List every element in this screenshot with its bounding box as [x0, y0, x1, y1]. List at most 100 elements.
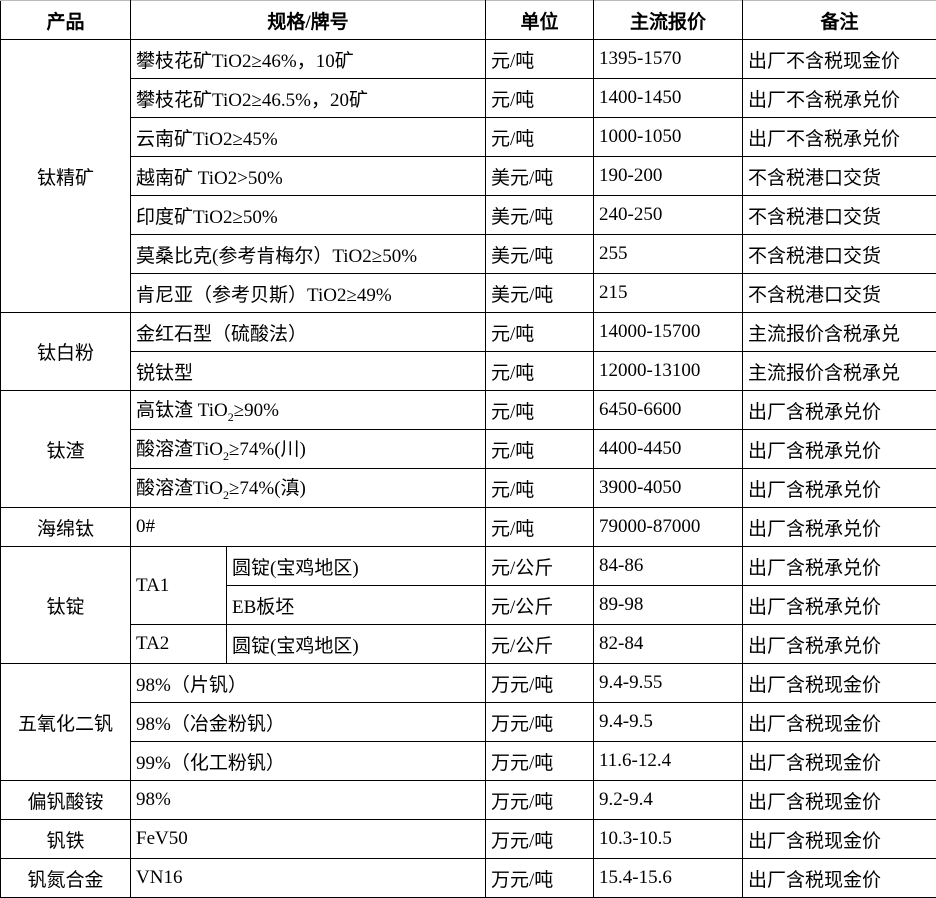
table-row: 酸溶渣TiO2≥74%(滇) 元/吨 3900-4050 出厂含税承兑价: [1, 468, 936, 508]
note-cell: 出厂含税承兑价: [742, 468, 936, 508]
spec-cell: 98%（片钒）: [130, 663, 486, 703]
product-cell: 五氧化二钒: [0, 663, 131, 781]
note-cell: 出厂含税现金价: [742, 663, 936, 703]
price-cell: 190-200: [593, 156, 743, 196]
unit-cell: 万元/吨: [485, 858, 594, 898]
unit-cell: 元/吨: [485, 39, 594, 79]
note-cell: 出厂含税现金价: [742, 780, 936, 820]
unit-cell: 元/吨: [485, 117, 594, 157]
spec-cell: 酸溶渣TiO2≥74%(川): [130, 429, 486, 469]
unit-cell: 元/吨: [485, 468, 594, 508]
note-cell: 不含税港口交货: [742, 234, 936, 274]
table-row: 钛锭 TA1 圆锭(宝鸡地区) 元/公斤 84-86 出厂含税承兑价: [0, 546, 936, 664]
spec-cell: EB板坯: [226, 585, 486, 625]
spec-cell: 锐钛型: [130, 351, 486, 391]
price-cell: 240-250: [593, 195, 743, 235]
note-cell: 主流报价含税承兑: [742, 312, 936, 352]
price-cell: 3900-4050: [593, 468, 743, 508]
price-cell: 11.6-12.4: [593, 741, 743, 781]
spec-pre: 酸溶渣TiO: [136, 439, 223, 461]
note-cell: 不含税港口交货: [742, 273, 936, 313]
header-unit: 单位: [485, 0, 594, 40]
spec-post: ≥74%(滇): [228, 478, 306, 500]
table-row: 越南矿 TiO2>50% 美元/吨 190-200 不含税港口交货: [1, 156, 936, 196]
spec-cell: 攀枝花矿TiO2≥46.5%，20矿: [130, 78, 486, 118]
spec-pre: 高钛渣 TiO: [136, 400, 228, 422]
spec-sub: 2: [227, 409, 234, 424]
spec-cell: 金红石型（硫酸法）: [130, 312, 486, 352]
table-row: 98%（冶金粉钒） 万元/吨 9.4-9.5 出厂含税现金价: [1, 702, 936, 742]
note-cell: 出厂不含税现金价: [742, 39, 936, 79]
spec-cell: FeV50: [130, 819, 486, 859]
spec-post: ≥90%: [233, 400, 279, 422]
table-row: TA2 圆锭(宝鸡地区) 元/公斤 82-84 出厂含税承兑价: [1, 624, 936, 664]
table-row: 印度矿TiO2≥50% 美元/吨 240-250 不含税港口交货: [1, 195, 936, 235]
table-row: 钛渣 高钛渣 TiO2≥90% 元/吨 6450-6600 出厂含税承兑价: [0, 390, 936, 508]
table-row: 锐钛型 元/吨 12000-13100 主流报价含税承兑: [1, 351, 936, 391]
spec-cell: 酸溶渣TiO2≥74%(滇): [130, 468, 486, 508]
table-row: 钛精矿 攀枝花矿TiO2≥46%，10矿 元/吨 1395-1570 出厂不含税现金价: [0, 39, 936, 313]
spec-cell: 高钛渣 TiO2≥90%: [130, 390, 486, 430]
spec-cell: VN16: [130, 858, 486, 898]
note-cell: 出厂含税现金价: [742, 741, 936, 781]
spec-cell: 印度矿TiO2≥50%: [130, 195, 486, 235]
table-row: 偏钒酸铵 98% 万元/吨 9.2-9.4 出厂含税现金价: [0, 780, 936, 820]
note-cell: 出厂含税承兑价: [742, 624, 936, 664]
table-row: 云南矿TiO2≥45% 元/吨 1000-1050 出厂不含税承兑价: [1, 117, 936, 157]
unit-cell: 元/吨: [485, 312, 594, 352]
grade-cell: TA1: [130, 546, 227, 625]
unit-cell: 元/吨: [485, 351, 594, 391]
price-cell: 9.4-9.55: [593, 663, 743, 703]
unit-cell: 元/公斤: [485, 585, 594, 625]
note-cell: 出厂含税承兑价: [742, 546, 936, 586]
price-cell: 84-86: [593, 546, 743, 586]
table-row: 五氧化二钒 98%（片钒） 万元/吨 9.4-9.55 出厂含税现金价: [0, 663, 936, 781]
header-row: 产品 规格/牌号 单位 主流报价 备注: [0, 0, 936, 40]
spec-cell: 98%: [130, 780, 486, 820]
header-price: 主流报价: [593, 0, 743, 40]
price-cell: 215: [593, 273, 743, 313]
note-cell: 出厂不含税承兑价: [742, 78, 936, 118]
product-cell: 钛渣: [0, 390, 131, 508]
spec-cell: 圆锭(宝鸡地区): [226, 624, 486, 664]
spec-cell: 0#: [130, 507, 486, 547]
unit-cell: 美元/吨: [485, 234, 594, 274]
note-cell: 出厂含税现金价: [742, 702, 936, 742]
note-cell: 不含税港口交货: [742, 156, 936, 196]
table-row: 钛白粉 金红石型（硫酸法） 元/吨 14000-15700 主流报价含税承兑: [0, 312, 936, 391]
header-product: 产品: [0, 0, 131, 40]
note-cell: 出厂含税承兑价: [742, 585, 936, 625]
price-cell: 15.4-15.6: [593, 858, 743, 898]
price-cell: 9.4-9.5: [593, 702, 743, 742]
table-row: 肯尼亚（参考贝斯）TiO2≥49% 美元/吨 215 不含税港口交货: [1, 273, 936, 313]
price-cell: 4400-4450: [593, 429, 743, 469]
unit-cell: 万元/吨: [485, 702, 594, 742]
spec-cell: 肯尼亚（参考贝斯）TiO2≥49%: [130, 273, 486, 313]
price-cell: 6450-6600: [593, 390, 743, 430]
product-cell: 海绵钛: [0, 507, 131, 547]
note-cell: 出厂含税现金价: [742, 819, 936, 859]
price-cell: 1400-1450: [593, 78, 743, 118]
grade-cell: TA2: [130, 624, 227, 664]
unit-cell: 元/吨: [485, 507, 594, 547]
unit-cell: 万元/吨: [485, 663, 594, 703]
spec-cell: 98%（冶金粉钒）: [130, 702, 486, 742]
product-cell: 钛精矿: [0, 39, 131, 313]
product-cell: 钛锭: [0, 546, 131, 664]
table-row: 99%（化工粉钒） 万元/吨 11.6-12.4 出厂含税现金价: [1, 741, 936, 781]
header-spec: 规格/牌号: [130, 0, 486, 40]
unit-cell: 万元/吨: [485, 780, 594, 820]
spec-pre: 酸溶渣TiO: [136, 478, 223, 500]
price-cell: 10.3-10.5: [593, 819, 743, 859]
note-cell: 出厂含税现金价: [742, 858, 936, 898]
spec-cell: 莫桑比克(参考肯梅尔）TiO2≥50%: [130, 234, 486, 274]
price-cell: 9.2-9.4: [593, 780, 743, 820]
spec-cell: 攀枝花矿TiO2≥46%，10矿: [130, 39, 486, 79]
header-note: 备注: [742, 0, 936, 40]
unit-cell: 元/吨: [485, 390, 594, 430]
unit-cell: 元/吨: [485, 78, 594, 118]
product-cell: 钛白粉: [0, 312, 131, 391]
unit-cell: 万元/吨: [485, 819, 594, 859]
price-cell: 14000-15700: [593, 312, 743, 352]
